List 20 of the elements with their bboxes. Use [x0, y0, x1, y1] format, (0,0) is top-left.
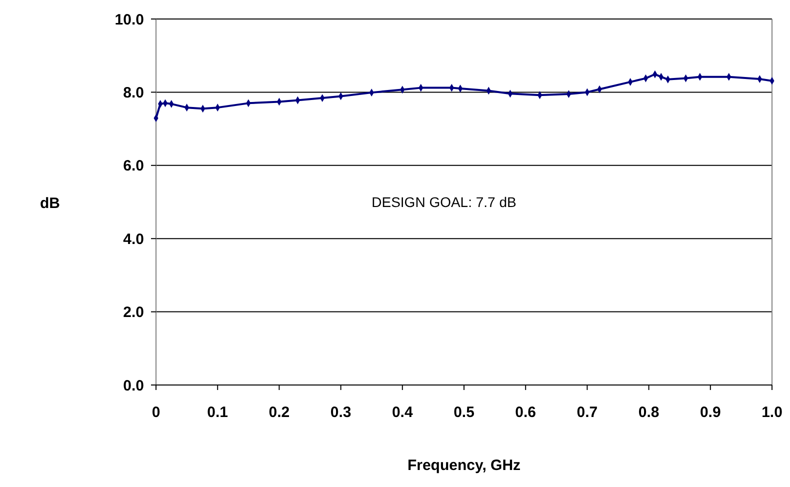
y-axis-title: dB [40, 195, 60, 212]
annotation: DESIGN GOAL: 7.7 dB [372, 194, 516, 210]
x-tick-label: 0.1 [207, 404, 228, 421]
x-tick-label: 0.7 [576, 404, 598, 421]
x-tick-label: 0.3 [330, 404, 352, 421]
y-tick-label: 10.0 [114, 11, 144, 28]
x-tick-label: 1.0 [762, 404, 782, 421]
y-tick-label: 0.0 [123, 377, 144, 394]
x-tick-label: 0.2 [268, 404, 290, 421]
x-tick-label: 0.8 [638, 404, 660, 421]
x-tick-label: 0.4 [392, 404, 414, 421]
y-tick-label: 6.0 [123, 158, 144, 175]
x-tick-label: 0.6 [515, 404, 536, 421]
y-tick-label: 4.0 [123, 230, 144, 248]
y-tick-label: 8.0 [123, 84, 144, 102]
x-tick-label: 0 [152, 404, 160, 421]
x-axis-title: Frequency, GHz [407, 457, 521, 474]
x-tick-label: 0.9 [700, 404, 721, 421]
y-tick-label: 2.0 [123, 304, 144, 322]
x-tick-label: 0.5 [454, 404, 474, 421]
